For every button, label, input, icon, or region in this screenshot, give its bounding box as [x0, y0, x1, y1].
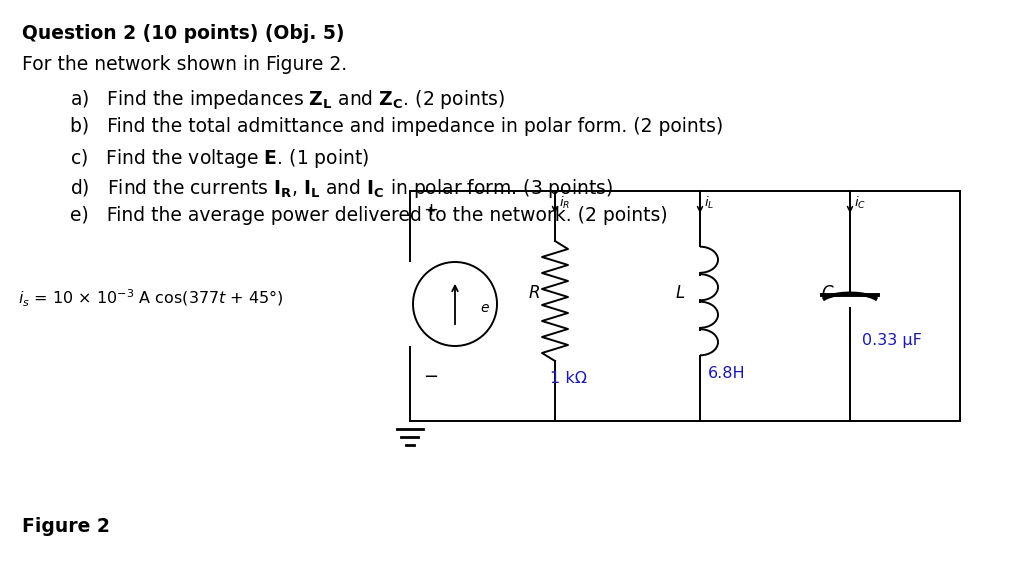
Text: Question 2 (10 points) (Obj. 5): Question 2 (10 points) (Obj. 5): [22, 24, 344, 43]
Text: a)   Find the impedances $\mathbf{Z_L}$ and $\mathbf{Z_C}$. (2 points): a) Find the impedances $\mathbf{Z_L}$ an…: [70, 88, 505, 111]
Text: e)   Find the average power delivered to the network. (2 points): e) Find the average power delivered to t…: [70, 206, 668, 225]
Text: d)   Find the currents $\mathbf{I_R}$, $\mathbf{I_L}$ and $\mathbf{I_C}$ in pola: d) Find the currents $\mathbf{I_R}$, $\m…: [70, 176, 613, 199]
Text: c)   Find the voltage $\mathbf{E}$. (1 point): c) Find the voltage $\mathbf{E}$. (1 poi…: [70, 147, 370, 170]
Text: $i_R$: $i_R$: [559, 195, 570, 211]
Text: For the network shown in Figure 2.: For the network shown in Figure 2.: [22, 55, 347, 74]
Text: +: +: [423, 201, 438, 219]
Text: b)   Find the total admittance and impedance in polar form. (2 points): b) Find the total admittance and impedan…: [70, 118, 723, 137]
Text: $i_s$ = 10 × 10$^{-3}$ A cos(377$t$ + 45°): $i_s$ = 10 × 10$^{-3}$ A cos(377$t$ + 45…: [18, 287, 284, 309]
Text: $L$: $L$: [675, 285, 685, 301]
Text: 0.33 μF: 0.33 μF: [862, 332, 922, 347]
Text: $i_L$: $i_L$: [705, 195, 715, 211]
Text: Figure 2: Figure 2: [22, 517, 110, 536]
Text: −: −: [423, 368, 438, 386]
Text: $C$: $C$: [821, 285, 835, 301]
Text: $i_C$: $i_C$: [854, 195, 866, 211]
Text: 6.8H: 6.8H: [708, 366, 745, 381]
Text: 1 kΩ: 1 kΩ: [550, 371, 587, 386]
Text: $e$: $e$: [480, 301, 490, 315]
Text: $R$: $R$: [528, 285, 540, 301]
